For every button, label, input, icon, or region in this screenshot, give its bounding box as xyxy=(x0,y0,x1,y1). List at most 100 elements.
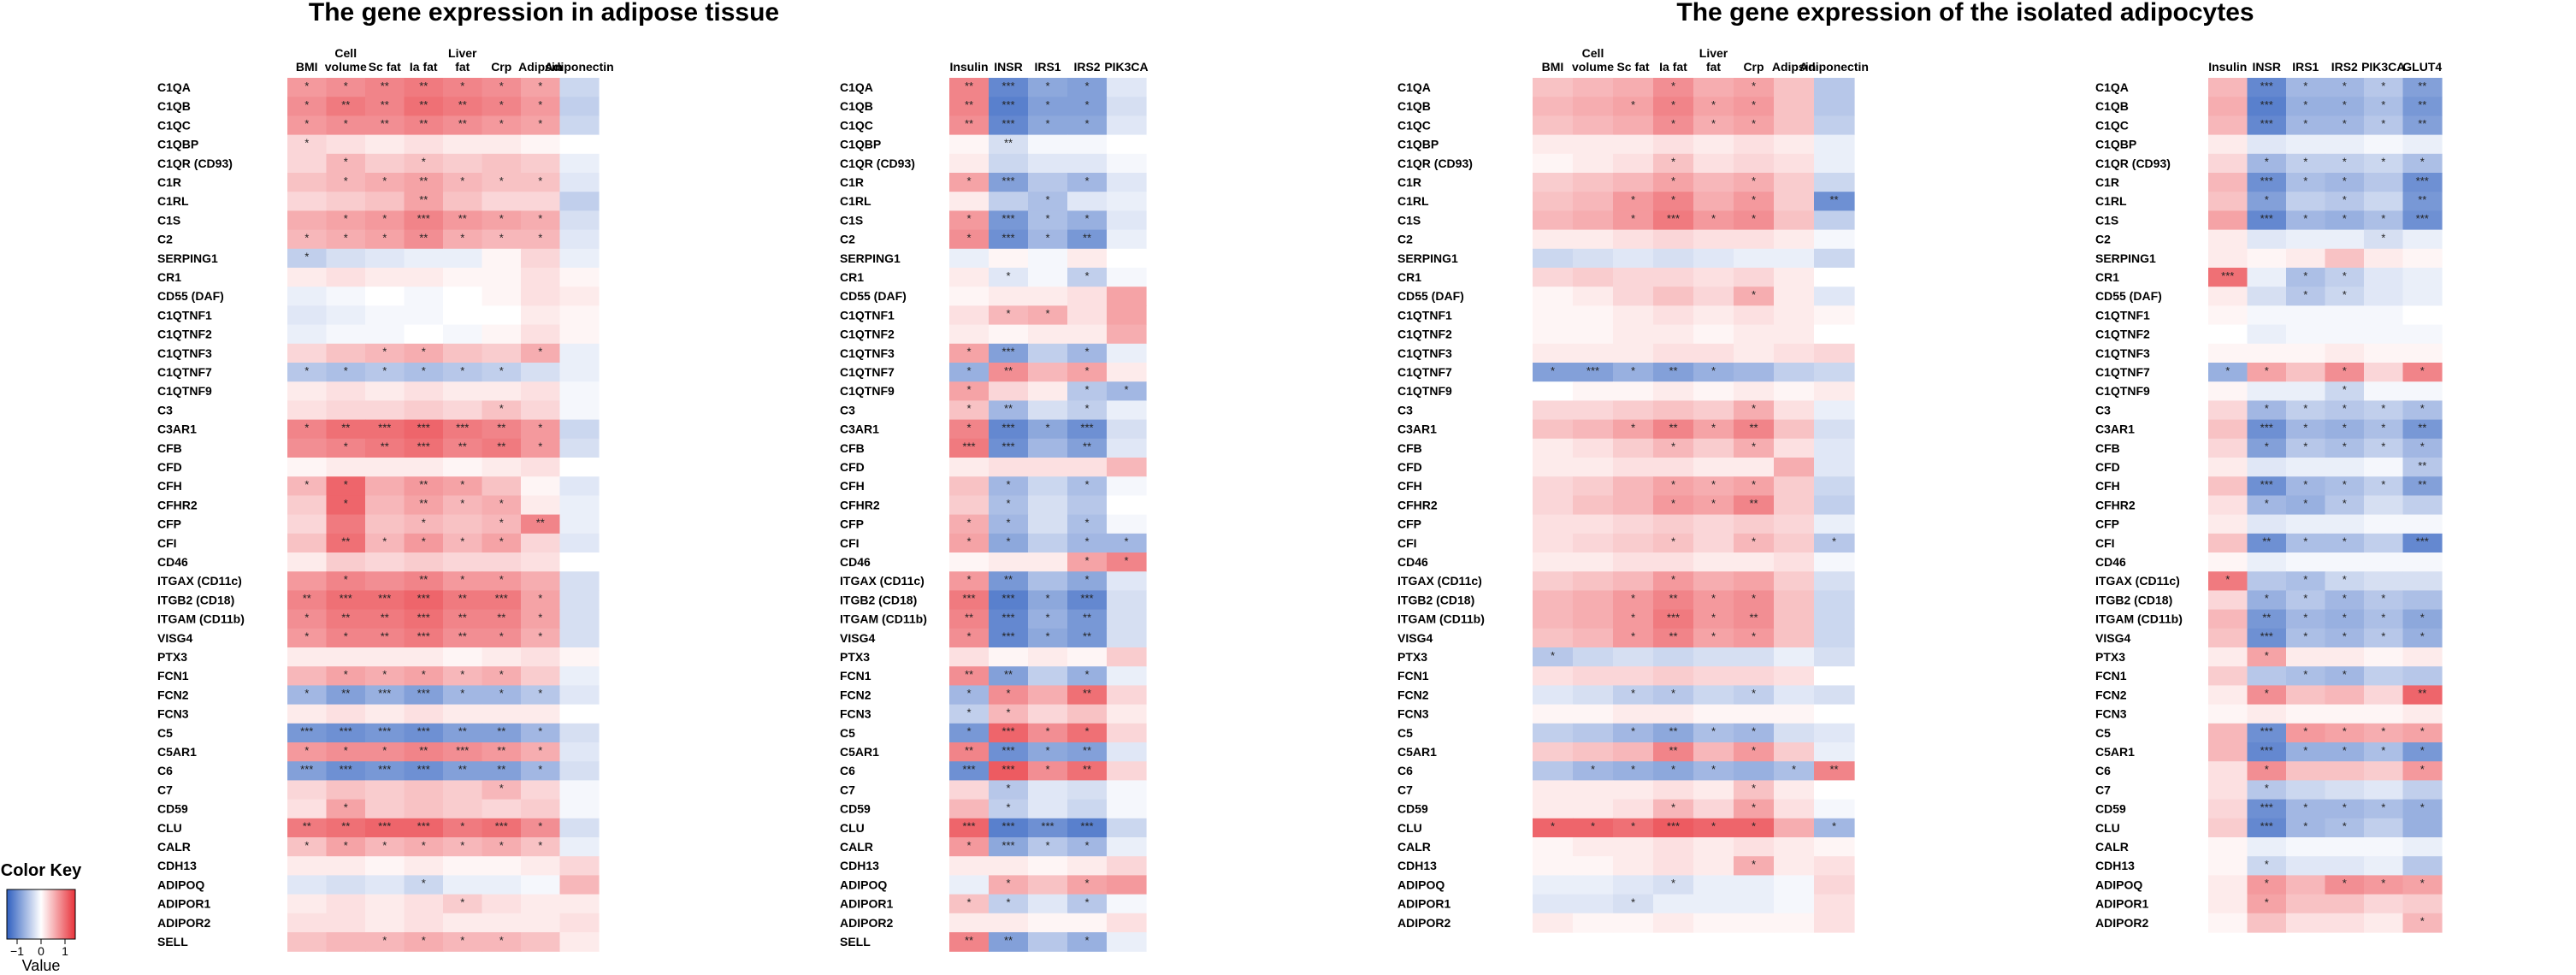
heatmap-cell xyxy=(1028,894,1068,914)
column-label: BMI xyxy=(296,60,318,74)
heatmap-cell xyxy=(1814,647,1855,667)
heatmap-cell xyxy=(1734,723,1775,743)
heatmap-cell xyxy=(521,248,561,269)
row-label: CFP xyxy=(840,517,864,531)
significance-mark: * xyxy=(344,231,348,244)
significance-mark: * xyxy=(2381,117,2385,130)
heatmap-cell xyxy=(559,78,600,98)
heatmap-cell xyxy=(1573,476,1614,496)
row-label: ADIPOR1 xyxy=(840,897,893,911)
heatmap-cell xyxy=(2402,476,2443,496)
row-label: CFHR2 xyxy=(2095,498,2136,511)
heatmap-cell xyxy=(1814,78,1855,98)
significance-mark: * xyxy=(966,346,971,358)
heatmap-cell xyxy=(1067,210,1108,231)
significance-mark: * xyxy=(966,630,971,643)
heatmap-cell xyxy=(521,229,561,250)
column-label: PIK3CA xyxy=(2361,60,2405,74)
heatmap-cell xyxy=(1774,856,1815,876)
heatmap-cell xyxy=(2286,856,2326,876)
heatmap-cell xyxy=(2402,837,2443,857)
heatmap-cell xyxy=(989,343,1029,363)
heatmap-cell xyxy=(1613,685,1654,706)
significance-mark: *** xyxy=(417,212,430,225)
heatmap-cell xyxy=(2208,666,2248,686)
significance-mark: * xyxy=(499,630,504,643)
significance-mark: * xyxy=(1671,535,1675,548)
heatmap-cell xyxy=(521,458,561,477)
heatmap-cell xyxy=(2286,742,2326,762)
heatmap-cell xyxy=(989,913,1029,933)
significance-mark: * xyxy=(499,535,504,548)
heatmap-cell xyxy=(2364,458,2404,477)
heatmap-cell xyxy=(2402,609,2443,629)
row-label: ADIPOR1 xyxy=(2095,897,2148,911)
significance-mark: *** xyxy=(1586,364,1599,377)
heatmap-cell xyxy=(2402,628,2443,648)
heatmap-cell xyxy=(1067,913,1108,933)
heatmap-cell xyxy=(404,268,444,287)
heatmap-cell xyxy=(2247,590,2287,611)
significance-mark: * xyxy=(344,839,348,852)
significance-mark: * xyxy=(966,573,971,586)
heatmap-cell xyxy=(2402,173,2443,192)
significance-mark: * xyxy=(1045,630,1049,643)
heatmap-cell xyxy=(2325,438,2365,458)
heatmap-cell xyxy=(2325,913,2365,933)
row-label: ITGAM (CD11b) xyxy=(2095,612,2183,626)
significance-mark: *** xyxy=(340,725,352,738)
heatmap-cell xyxy=(1814,818,1855,838)
significance-mark: * xyxy=(1124,554,1128,567)
heatmap-cell xyxy=(1107,799,1147,819)
heatmap-cell xyxy=(2402,666,2443,686)
row-label: ITGAX (CD11c) xyxy=(157,574,242,588)
significance-mark: *** xyxy=(1001,630,1014,643)
significance-mark: * xyxy=(1551,649,1555,662)
heatmap-cell xyxy=(1028,799,1068,819)
heatmap-cell xyxy=(1774,818,1815,838)
heatmap-cell xyxy=(1613,210,1654,231)
heatmap-cell xyxy=(2325,78,2365,98)
heatmap-cell xyxy=(482,685,522,706)
significance-mark: ** xyxy=(419,193,428,206)
heatmap-cell xyxy=(326,192,366,211)
heatmap-cell xyxy=(482,381,522,401)
heatmap-cell xyxy=(559,647,600,667)
heatmap-cell xyxy=(559,514,600,535)
heatmap-cell xyxy=(2208,268,2248,287)
significance-mark: * xyxy=(304,478,309,491)
heatmap-cell xyxy=(989,438,1029,458)
heatmap-cell xyxy=(2325,856,2365,876)
significance-mark: * xyxy=(499,117,504,130)
significance-mark: * xyxy=(1045,80,1049,92)
significance-mark: * xyxy=(1711,592,1716,605)
heatmap-cell xyxy=(2247,495,2287,516)
heatmap-cell xyxy=(2402,115,2443,136)
heatmap-cell xyxy=(2364,913,2404,933)
heatmap-cell xyxy=(521,343,561,363)
significance-mark: * xyxy=(1084,80,1089,92)
heatmap-cell xyxy=(989,192,1029,211)
row-label: C5AR1 xyxy=(2095,745,2135,759)
significance-mark: * xyxy=(2381,592,2385,605)
significance-mark: * xyxy=(2303,630,2307,643)
row-label: CFD xyxy=(2095,460,2120,474)
heatmap-cell xyxy=(404,647,444,667)
heatmap-cell xyxy=(521,761,561,781)
row-label: C1QTNF1 xyxy=(157,308,212,322)
row-label: CFP xyxy=(1397,517,1421,531)
heatmap-cell xyxy=(1573,173,1614,192)
heatmap-cell xyxy=(1734,856,1775,876)
heatmap-cell xyxy=(482,875,522,895)
row-label: CFI xyxy=(1397,536,1417,550)
heatmap-cell xyxy=(1533,894,1574,914)
heatmap-cell xyxy=(989,894,1029,914)
heatmap-cell xyxy=(989,837,1029,857)
significance-mark: * xyxy=(1084,516,1089,529)
heatmap-cell xyxy=(1814,552,1855,572)
heatmap-cell xyxy=(1693,115,1734,136)
heatmap-cell xyxy=(559,571,600,591)
heatmap-cell xyxy=(2247,628,2287,648)
heatmap-cell xyxy=(1107,761,1147,781)
significance-mark: * xyxy=(1045,725,1049,738)
